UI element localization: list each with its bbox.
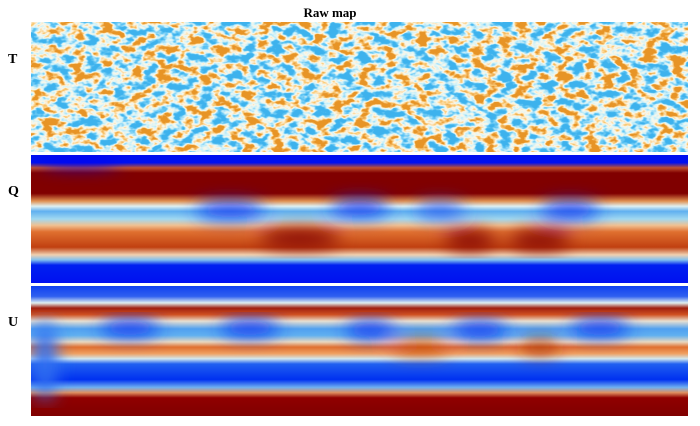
figure-title: Raw map: [303, 5, 356, 20]
panel-label: T: [8, 52, 18, 67]
t-map: [31, 22, 688, 152]
panel-label: U: [8, 315, 18, 330]
u-map: [31, 286, 688, 416]
panel-label: Q: [8, 184, 19, 199]
q-map: [31, 155, 688, 283]
